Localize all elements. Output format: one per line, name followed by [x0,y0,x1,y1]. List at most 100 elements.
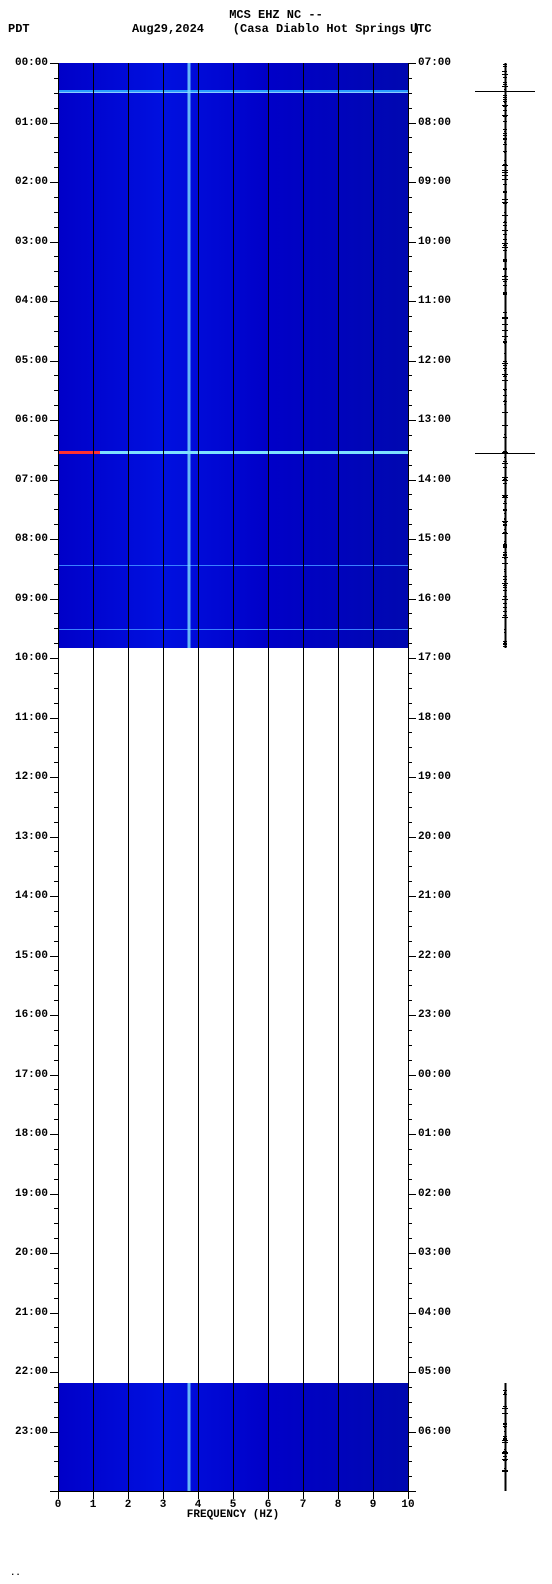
amplitude-noise-tick [503,641,507,642]
left-axis-tick [50,182,58,183]
amplitude-noise-tick [503,165,506,166]
amplitude-noise-tick [503,587,507,588]
amplitude-noise-tick [503,294,507,295]
left-axis-tick [50,361,58,362]
left-axis-tick [50,1432,58,1433]
amplitude-noise-tick [503,376,508,377]
amplitude-noise-tick [502,172,507,173]
persistent-frequency-line [187,1383,191,1491]
amplitude-noise-tick [503,269,508,270]
amplitude-noise-tick [503,607,507,608]
right-axis-tick [408,777,416,778]
x-axis-tick [198,1491,199,1499]
left-axis-tick [50,63,58,64]
amplitude-noise-tick [503,395,506,396]
amplitude-noise-tick [503,1424,507,1425]
amplitude-noise-tick [504,101,507,102]
left-axis-tick [50,1134,58,1135]
amplitude-noise-tick [504,632,507,633]
right-axis-tick [408,242,416,243]
right-axis-tick [408,1253,416,1254]
footer-sig: .. [10,1568,21,1578]
amplitude-noise-tick [503,368,507,369]
amplitude-noise-tick [503,239,508,240]
right-time-label: 20:00 [418,831,451,843]
amplitude-noise-tick [503,546,507,547]
amplitude-noise-tick [502,497,507,498]
amplitude-noise-tick [503,1460,507,1461]
amplitude-noise-tick [504,400,507,401]
amplitude-noise-tick [503,116,507,117]
vertical-gridline [338,63,339,1491]
amplitude-noise-tick [503,503,507,504]
amplitude-noise-tick [504,102,506,103]
amplitude-noise-tick [502,563,508,564]
right-time-label: 19:00 [418,771,451,783]
amplitude-noise-tick [502,463,507,464]
amplitude-noise-tick [503,144,508,145]
amplitude-noise-tick [504,1427,507,1428]
left-time-label: 11:00 [6,712,48,724]
amplitude-noise-tick [503,82,506,83]
right-time-label: 08:00 [418,117,451,129]
right-time-label: 03:00 [418,1247,451,1259]
amplitude-trace-panel [470,63,540,1491]
amplitude-noise-tick [503,245,507,246]
amplitude-noise-tick [504,611,507,612]
amplitude-noise-tick [502,1413,507,1414]
left-axis-tick [50,1075,58,1076]
left-axis-tick [50,658,58,659]
amplitude-noise-tick [504,212,507,213]
right-axis-tick [408,896,416,897]
left-time-label: 00:00 [6,57,48,69]
amplitude-noise-tick [503,66,508,67]
left-axis-tick [50,420,58,421]
amplitude-noise-tick [503,203,507,204]
amplitude-noise-tick [503,1394,507,1395]
amplitude-noise-tick [504,558,506,559]
header-line-2: Aug29,2024 (Casa Diablo Hot Springs ) [0,22,552,36]
left-time-label: 23:00 [6,1426,48,1438]
right-time-label: 15:00 [418,533,451,545]
right-axis-tick [408,63,416,64]
amplitude-noise-tick [503,1451,507,1452]
header-station: (Casa Diablo Hot Springs ) [233,22,420,36]
x-axis-tick [338,1491,339,1499]
amplitude-noise-tick [503,110,506,111]
left-axis-tick [50,1313,58,1314]
amplitude-noise-tick [503,596,506,597]
right-time-label: 06:00 [418,1426,451,1438]
right-axis-tick [408,480,416,481]
right-axis-tick [408,1313,416,1314]
vertical-gridline [163,63,164,1491]
amplitude-noise-tick [504,541,507,542]
left-axis-tick [50,301,58,302]
left-axis-tick [50,777,58,778]
right-axis-tick [408,301,416,302]
amplitude-noise-tick [503,365,507,366]
right-axis-tick [408,539,416,540]
amplitude-noise-tick [502,318,508,319]
amplitude-noise-tick [504,343,506,344]
right-time-label: 16:00 [418,593,451,605]
amplitude-noise-tick [502,170,508,171]
x-axis-title: FREQUENCY (HZ) [58,1509,408,1521]
left-axis-tick [50,123,58,124]
amplitude-noise-tick [503,106,507,107]
amplitude-noise-tick [504,434,506,435]
left-time-label: 15:00 [6,950,48,962]
amplitude-noise-tick [502,617,508,618]
amplitude-noise-tick [504,370,506,371]
amplitude-noise-tick [502,533,508,534]
amplitude-noise-tick [503,260,507,261]
amplitude-noise-tick [503,545,507,546]
amplitude-noise-tick [502,425,508,426]
amplitude-noise-tick [504,131,506,132]
amplitude-noise-tick [504,339,507,340]
amplitude-noise-tick [503,590,507,591]
amplitude-noise-tick [503,389,508,390]
x-axis-tick [408,1491,409,1499]
left-axis-tick [50,837,58,838]
amplitude-noise-tick [504,160,506,161]
x-axis-tick [128,1491,129,1499]
